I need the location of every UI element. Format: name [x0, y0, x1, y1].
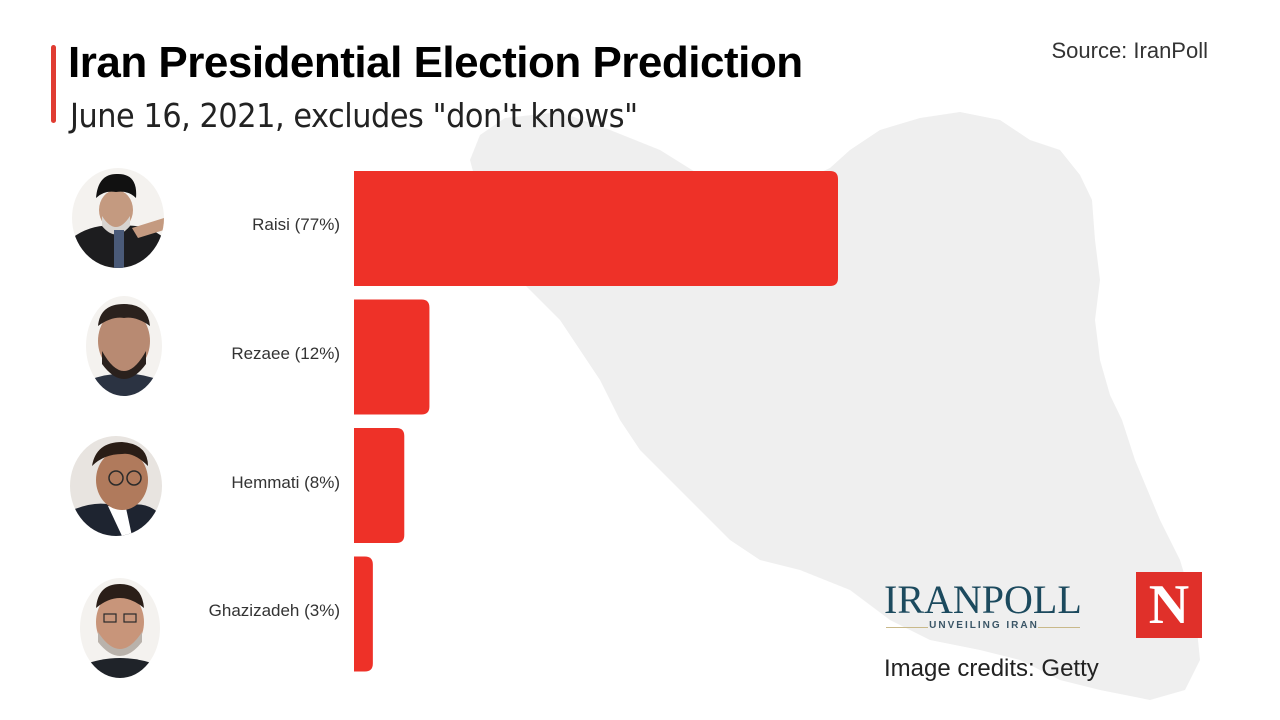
bar-label-rezaee: Rezaee (12%) — [231, 344, 340, 363]
bar-ghazizadeh — [354, 556, 373, 672]
title-accent-bar — [51, 45, 56, 123]
bar-raisi — [354, 171, 838, 286]
chart-subtitle: June 16, 2021, excludes "don't knows" — [70, 96, 638, 135]
iranpoll-tagline: UNVEILING IRAN — [929, 620, 1039, 631]
iranpoll-logo-line-left — [886, 627, 928, 628]
raisi-photo — [72, 168, 164, 268]
bar-hemmati — [354, 428, 405, 543]
iranpoll-logo-text: IRANPOLL — [884, 577, 1082, 622]
source-label: Source: IranPoll — [1051, 38, 1208, 63]
ghazizadeh-photo — [80, 578, 160, 678]
hemmati-photo — [70, 436, 162, 536]
bar-label-hemmati: Hemmati (8%) — [231, 473, 340, 492]
image-credits: Image credits: Getty — [884, 655, 1099, 682]
bar-rezaee — [354, 299, 430, 415]
rezaee-photo — [86, 296, 162, 396]
iranpoll-logo-line-right — [1038, 627, 1080, 628]
iranpoll-logo: IRANPOLL UNVEILING IRAN — [884, 576, 1084, 636]
newsweek-logo: N — [1136, 572, 1202, 638]
bar-label-raisi: Raisi (77%) — [252, 215, 340, 234]
bar-label-ghazizadeh: Ghazizadeh (3%) — [208, 601, 340, 620]
chart-title: Iran Presidential Election Prediction — [68, 38, 803, 87]
